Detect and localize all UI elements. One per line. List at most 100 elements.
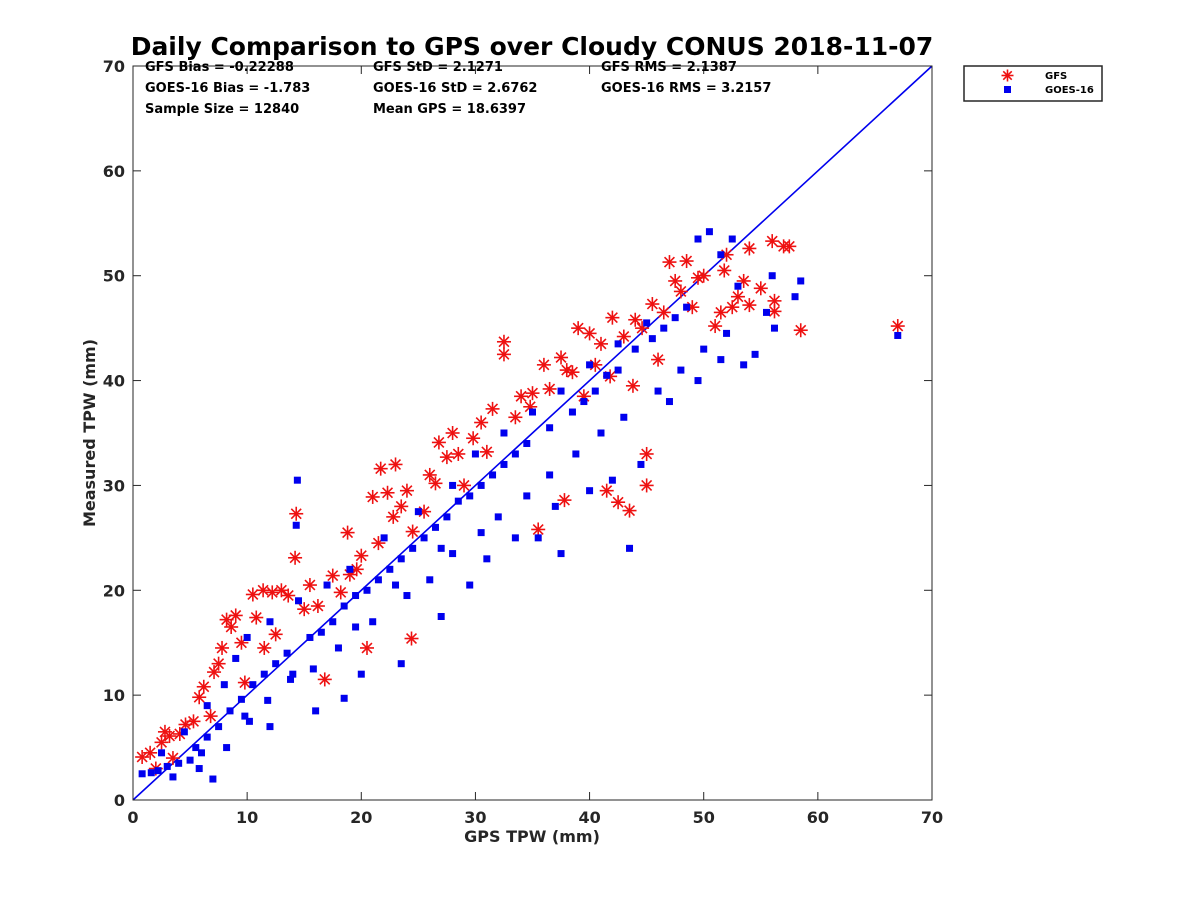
goes16-point	[551, 502, 559, 510]
gfs-point	[359, 640, 374, 655]
goes16-point	[700, 345, 708, 353]
goes16-point	[329, 618, 337, 626]
gfs-point	[249, 610, 264, 625]
goes16-point	[323, 581, 331, 589]
goes16-point	[717, 356, 725, 364]
legend-goes-label: GOES-16	[1045, 85, 1094, 96]
gfs-point	[571, 321, 586, 336]
goes16-point	[266, 723, 274, 731]
goes16-point	[346, 565, 354, 573]
goes16-point	[626, 544, 634, 552]
x-tick-label: 70	[921, 808, 943, 827]
goes16-point	[169, 773, 177, 781]
goes16-point	[283, 649, 291, 657]
gfs-point	[782, 239, 797, 254]
gfs-point	[288, 550, 303, 565]
goes16-point	[363, 586, 371, 594]
gfs-point	[616, 329, 631, 344]
gfs-point	[611, 495, 626, 510]
stat-sample-size: Sample Size = 12840	[145, 102, 299, 117]
goes16-point	[671, 314, 679, 322]
gfs-point	[245, 587, 260, 602]
goes16-point	[523, 492, 531, 500]
gfs-point	[691, 270, 706, 285]
gfs-point	[565, 365, 580, 380]
gfs-point	[317, 672, 332, 687]
goes16-point	[466, 581, 474, 589]
goes16-point	[449, 481, 457, 489]
gfs-point	[192, 690, 207, 705]
gfs-point	[765, 234, 780, 249]
goes16-point	[357, 670, 365, 678]
gfs-point	[445, 426, 460, 440]
gfs-point	[742, 241, 757, 256]
gfs-point	[333, 585, 348, 600]
goes16-point	[648, 335, 656, 343]
gfs-point	[178, 717, 193, 732]
goes16-point	[477, 481, 485, 489]
x-tick-label: 40	[578, 808, 600, 827]
gfs-point	[793, 323, 808, 338]
goes16-point	[477, 529, 485, 537]
goes16-point	[557, 550, 565, 558]
goes16-point	[471, 450, 479, 458]
goes16-point	[705, 228, 713, 236]
goes16-point	[309, 665, 317, 673]
goes16-point	[728, 235, 736, 243]
goes16-point	[494, 513, 502, 521]
y-axis-label: Measured TPW (mm)	[80, 339, 99, 527]
goes16-point	[220, 681, 228, 689]
goes16-point	[306, 633, 314, 641]
goes16-point	[369, 618, 377, 626]
goes16-point	[557, 387, 565, 395]
goes16-point	[147, 769, 155, 777]
goes16-point	[466, 492, 474, 500]
goes16-point	[511, 534, 519, 542]
gfs-point	[628, 312, 643, 327]
goes16-point	[580, 398, 588, 406]
goes16-point	[340, 694, 348, 702]
goes16-point	[215, 723, 223, 731]
gfs-point	[557, 493, 572, 508]
gfs-point	[474, 415, 489, 430]
gfs-point	[725, 300, 740, 315]
goes16-point	[443, 513, 451, 521]
ticks-layer: 0 10 20 30 40 50 60 70 0 10 20 30 40 50 60 70	[103, 57, 943, 827]
goes16-point	[163, 762, 171, 770]
chart-title: Daily Comparison to GPS over Cloudy CONU…	[131, 32, 934, 61]
goes16-point	[614, 340, 622, 348]
gfs-point	[431, 435, 446, 450]
stat-gfs-bias: GFS Bias = -0.22288	[145, 60, 294, 75]
gfs-point	[157, 724, 172, 739]
gfs-point	[639, 478, 654, 493]
x-tick-label: 50	[693, 808, 715, 827]
goes16-point	[386, 565, 394, 573]
gfs-point	[399, 483, 414, 498]
goes16-point	[138, 770, 146, 778]
gfs-point	[525, 386, 540, 401]
gfs-point	[508, 410, 523, 425]
gfs-point	[265, 585, 280, 600]
gfs-point	[622, 503, 637, 518]
gfs-point	[890, 319, 905, 334]
goes16-point	[586, 487, 594, 495]
goes16-point	[292, 521, 300, 529]
gfs-point	[325, 568, 340, 583]
goes16-point	[572, 450, 580, 458]
x-tick-label: 0	[127, 808, 138, 827]
goes16-point	[266, 618, 274, 626]
goes16-point	[374, 576, 382, 584]
gfs-point	[466, 431, 481, 446]
y-tick-label: 30	[103, 476, 125, 495]
goes16-point	[334, 644, 342, 652]
gfs-point	[422, 467, 437, 482]
goes16-point	[203, 733, 211, 741]
goes16-point	[352, 623, 360, 631]
goes16-point	[597, 429, 605, 437]
goes16-point	[243, 633, 251, 641]
legend-goes-marker	[1004, 86, 1011, 93]
goes16-point	[546, 424, 554, 432]
one-to-one-line	[132, 65, 933, 801]
y-tick-label: 0	[114, 791, 125, 810]
